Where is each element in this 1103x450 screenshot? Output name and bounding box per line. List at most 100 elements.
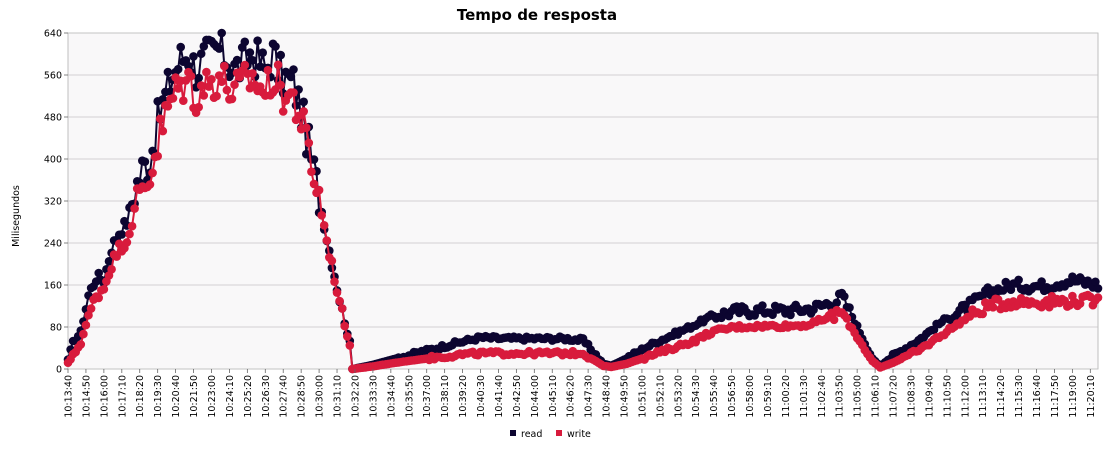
data-point-read [217, 28, 226, 38]
data-point-read [291, 101, 301, 110]
data-point-write [112, 252, 121, 261]
legend-label: read [521, 429, 542, 440]
data-point-write [122, 238, 132, 247]
x-tick-label: 11:14:20 [996, 375, 1007, 418]
data-point-read [94, 268, 103, 278]
data-point-write [79, 329, 88, 339]
plot-area [63, 28, 1103, 374]
x-tick-label: 10:44:00 [530, 375, 541, 418]
x-tick-label: 10:56:50 [727, 375, 738, 418]
data-point-read [176, 42, 185, 52]
data-point-write [273, 60, 283, 70]
y-tick-label: 640 [44, 29, 62, 40]
data-point-write [307, 167, 316, 176]
data-point-write [196, 81, 206, 90]
data-point-write [202, 67, 211, 77]
data-point-read [189, 52, 198, 61]
data-point-write [179, 96, 188, 105]
x-tick-label: 10:59:10 [763, 375, 774, 418]
data-point-write [220, 61, 229, 71]
data-point-write [148, 168, 157, 178]
data-point-write [145, 180, 155, 189]
data-point-write [330, 277, 339, 287]
data-point-read [163, 67, 173, 77]
x-tick-label: 10:37:00 [422, 375, 433, 418]
data-point-read [832, 298, 841, 308]
x-tick-label: 10:46:20 [566, 375, 577, 418]
data-point-write [186, 71, 196, 81]
x-tick-label: 10:28:50 [297, 375, 308, 418]
y-tick-label: 0 [56, 365, 62, 376]
x-tick-label: 11:08:30 [906, 375, 917, 418]
x-tick-label: 10:51:00 [637, 375, 648, 418]
data-point-read [196, 49, 206, 58]
x-tick-label: 11:09:40 [924, 375, 935, 418]
x-tick-label: 10:14:50 [81, 375, 92, 418]
x-tick-label: 11:20:10 [1086, 375, 1097, 418]
x-tick-label: 11:13:10 [978, 375, 989, 418]
data-point-write [81, 320, 91, 330]
data-point-write [158, 126, 168, 136]
x-tick-label: 11:00:20 [781, 375, 792, 418]
data-point-write [127, 221, 137, 231]
data-point-read [845, 303, 854, 312]
x-tick-label: 10:52:10 [655, 375, 666, 418]
data-point-read [117, 230, 127, 239]
data-point-read [194, 73, 203, 83]
legend-swatch [510, 430, 516, 436]
data-point-write [319, 221, 329, 230]
y-tick-label: 80 [50, 323, 62, 334]
x-tick-label: 10:34:40 [386, 375, 397, 418]
data-point-write [107, 265, 116, 274]
x-tick-label: 11:17:50 [1050, 375, 1061, 418]
x-tick-label: 11:10:50 [942, 375, 953, 418]
x-tick-label: 10:18:20 [135, 375, 146, 418]
data-point-read [750, 311, 759, 320]
x-axis: 10:13:40 10:14:50 10:16:00 10:17:10 10:18:20… [64, 369, 1097, 418]
data-point-write [299, 107, 309, 116]
gridlines [68, 32, 1098, 370]
x-tick-label: 10:49:50 [619, 375, 630, 418]
data-point-read [240, 37, 250, 47]
y-tick-label: 400 [44, 155, 62, 166]
x-tick-label: 11:16:40 [1032, 375, 1043, 418]
x-tick-label: 10:21:50 [189, 375, 200, 418]
data-point-read [104, 257, 114, 266]
data-point-write [345, 341, 355, 350]
x-tick-label: 10:35:50 [404, 375, 415, 418]
data-point-read [786, 310, 795, 320]
data-point-read [309, 155, 319, 164]
y-tick-label: 320 [44, 197, 62, 208]
data-point-write [94, 293, 103, 303]
x-tick-label: 11:07:20 [889, 375, 900, 418]
x-tick-label: 10:39:20 [458, 375, 469, 418]
legend-label: write [567, 429, 591, 440]
data-point-write [1075, 299, 1085, 308]
x-tick-label: 11:01:30 [799, 375, 810, 418]
data-point-write [99, 285, 109, 294]
x-tick-label: 10:30:00 [315, 375, 326, 418]
data-point-write [332, 288, 342, 297]
y-tick-label: 480 [44, 113, 62, 124]
x-tick-label: 10:20:40 [171, 375, 182, 418]
data-point-write [314, 185, 324, 195]
legend-item-read: read [510, 429, 542, 440]
data-point-read [302, 149, 311, 159]
data-point-read [140, 157, 150, 166]
data-point-write [1093, 293, 1103, 302]
data-point-write [289, 88, 298, 97]
x-tick-label: 10:48:40 [602, 375, 613, 418]
data-point-write [235, 72, 244, 82]
data-point-write [309, 179, 319, 189]
data-point-write [263, 65, 273, 75]
x-tick-label: 10:25:20 [243, 375, 254, 418]
legend-swatch [556, 430, 562, 436]
series-layer [63, 28, 1103, 374]
data-point-write [222, 85, 232, 95]
y-axis: 0 80 160 240 320 400 480 560 640 [44, 29, 68, 376]
x-tick-label: 10:55:40 [709, 375, 720, 418]
data-point-write [163, 102, 173, 111]
data-point-write [199, 91, 209, 100]
data-point-read [271, 42, 280, 51]
data-point-read [289, 65, 298, 74]
